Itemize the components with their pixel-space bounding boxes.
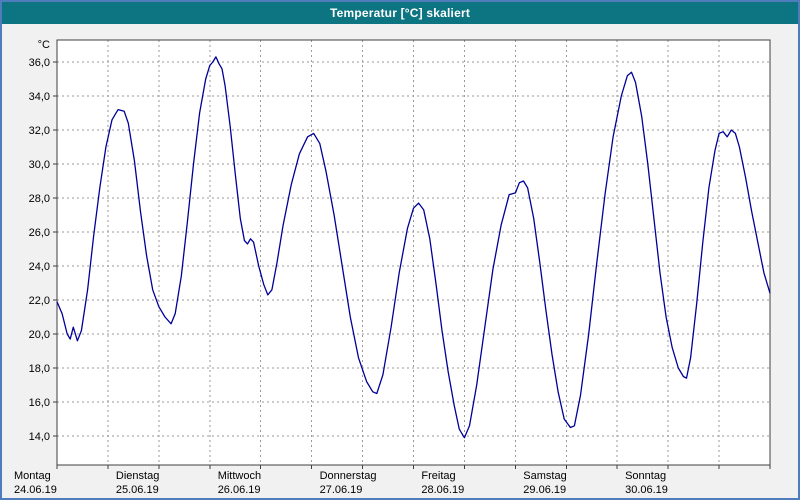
x-axis-day-label: Mittwoch	[218, 470, 261, 482]
x-axis-date-label: 27.06.19	[320, 484, 363, 496]
plot-border	[56, 39, 771, 466]
y-axis-label: 34,0	[29, 91, 50, 103]
chart-area: 36,0 34,0 32,0 30,0 28,0 26,0 24,0 22,0 20,0 18,0…	[2, 24, 798, 498]
y-axis-label: 14,0	[29, 431, 50, 443]
y-axis-label: 30,0	[29, 159, 50, 171]
window-titlebar: Temperatur [°C] skaliert	[2, 2, 798, 24]
x-axis-day-label: Sonntag	[625, 470, 666, 482]
temperature-chart: 36,0 34,0 32,0 30,0 28,0 26,0 24,0 22,0 20,0 18,0…	[14, 39, 771, 496]
x-axis-date-label: 28.06.19	[421, 484, 464, 496]
x-axis-date-label: 26.06.19	[218, 484, 261, 496]
x-axis-day-label: Dienstag	[116, 470, 159, 482]
y-axis-label: 16,0	[29, 397, 50, 409]
x-axis-day-label: Montag	[14, 470, 51, 482]
y-axis-label: 24,0	[29, 261, 50, 273]
temperature-line	[56, 56, 771, 439]
x-axis-day-label: Freitag	[421, 470, 455, 482]
y-axis-label: 36,0	[29, 57, 50, 69]
window-title: Temperatur [°C] skaliert	[329, 6, 471, 20]
x-axis-day-label: Samstag	[523, 470, 566, 482]
x-axis-date-label: 24.06.19	[14, 484, 57, 496]
x-axis-labels: Montag 24.06.19 Dienstag 25.06.19 Mittwoch 26…	[14, 470, 668, 496]
y-axis-label: 22,0	[29, 295, 50, 307]
y-axis-label: 26,0	[29, 227, 50, 239]
x-grid	[56, 40, 771, 469]
x-axis-date-label: 30.06.19	[625, 484, 668, 496]
y-axis-label: 20,0	[29, 329, 50, 341]
x-axis-day-label: Donnerstag	[320, 470, 377, 482]
y-axis-label: 18,0	[29, 363, 50, 375]
y-axis-label: 28,0	[29, 193, 50, 205]
y-axis-label: 32,0	[29, 125, 50, 137]
x-axis-date-label: 25.06.19	[116, 484, 159, 496]
x-axis-date-label: 29.06.19	[523, 484, 566, 496]
y-axis-unit: °C	[38, 39, 50, 51]
